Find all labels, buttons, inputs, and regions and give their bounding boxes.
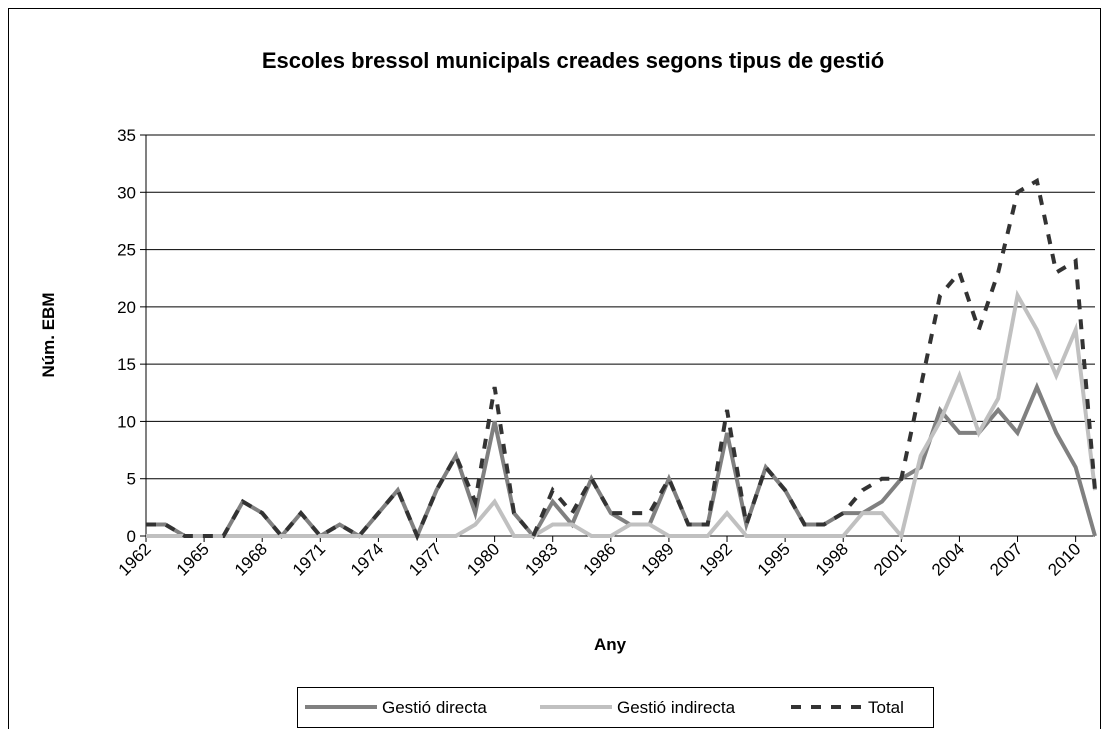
y-tick-label: 20 xyxy=(117,298,136,317)
y-tick-label: 35 xyxy=(117,126,136,145)
y-tick-label: 25 xyxy=(117,241,136,260)
y-tick-label: 10 xyxy=(117,412,136,431)
y-tick-label: 15 xyxy=(117,355,136,374)
chart-title: Escoles bressol municipals creades segon… xyxy=(262,48,884,73)
legend-box xyxy=(297,687,934,728)
legend-label: Gestió directa xyxy=(382,698,487,717)
series-line xyxy=(146,289,1097,541)
legend-label: Gestió indirecta xyxy=(617,698,736,717)
x-axis-label: Any xyxy=(594,635,627,654)
series-line xyxy=(146,177,1097,542)
y-tick-label: 30 xyxy=(117,183,136,202)
legend-label: Total xyxy=(868,698,904,717)
y-tick-label: 5 xyxy=(127,470,136,489)
y-axis-label: Núm. EBM xyxy=(39,293,58,378)
chart-frame xyxy=(8,8,1101,729)
y-tick-label: 0 xyxy=(127,527,136,546)
